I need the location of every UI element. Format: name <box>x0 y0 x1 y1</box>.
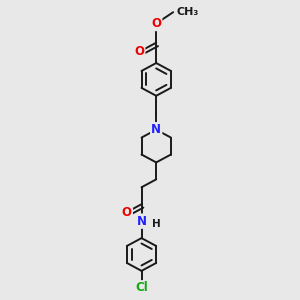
Text: N: N <box>151 123 161 136</box>
Text: O: O <box>134 45 144 58</box>
Text: N: N <box>136 215 146 228</box>
Text: H: H <box>152 219 161 229</box>
Text: CH₃: CH₃ <box>176 7 198 17</box>
Text: Cl: Cl <box>135 281 148 294</box>
Text: O: O <box>122 206 132 219</box>
Text: O: O <box>151 17 161 30</box>
